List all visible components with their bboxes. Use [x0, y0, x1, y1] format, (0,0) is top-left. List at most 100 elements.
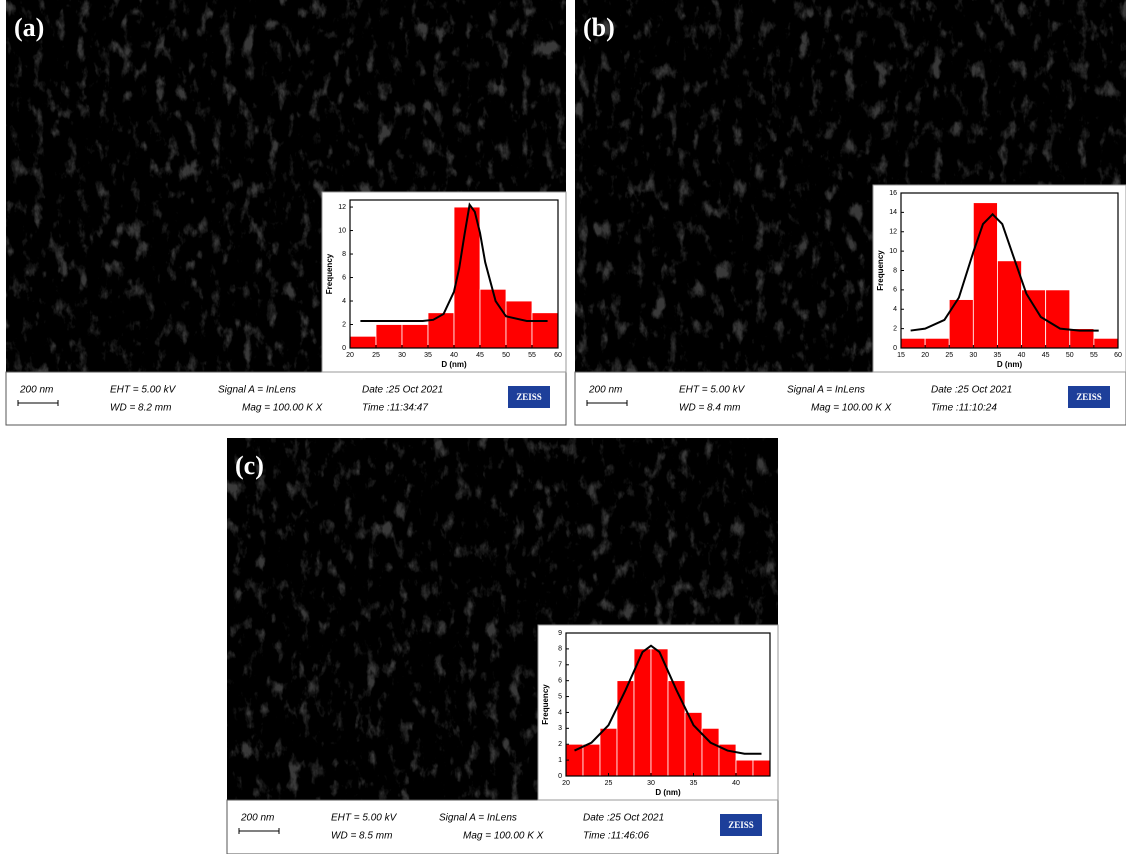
histogram-bar: [634, 649, 651, 776]
info-date: Date :25 Oct 2021: [583, 813, 664, 824]
histogram-bar: [617, 681, 634, 776]
scale-text: 200 nm: [19, 385, 53, 396]
histogram-bar: [973, 203, 997, 348]
y-axis-label: Frequency: [876, 250, 885, 291]
histogram-bar: [997, 261, 1021, 348]
x-tick-label: 40: [1018, 352, 1026, 359]
y-tick-label: 7: [558, 662, 562, 669]
y-tick-label: 6: [893, 287, 897, 294]
x-axis-label: D (nm): [441, 360, 467, 369]
info-time: Time :11:46:06: [583, 831, 649, 842]
y-tick-label: 8: [558, 646, 562, 653]
logo: ZEISS: [516, 392, 542, 402]
y-tick-label: 10: [338, 227, 346, 234]
x-tick-label: 35: [424, 352, 432, 359]
histogram-bar: [719, 744, 736, 776]
x-tick-label: 30: [969, 352, 977, 359]
x-tick-label: 55: [528, 352, 536, 359]
histogram-bar: [1046, 290, 1070, 348]
histogram-bar: [685, 712, 702, 776]
y-tick-label: 3: [558, 725, 562, 732]
info-time: Time :11:34:47: [362, 403, 428, 414]
panel-label: (b): [583, 13, 615, 42]
histogram-bar: [736, 760, 753, 776]
x-tick-label: 40: [450, 352, 458, 359]
histogram-bar: [925, 338, 949, 348]
info-time: Time :11:10:24: [931, 403, 997, 414]
info-signal: Signal A = InLens: [439, 813, 517, 824]
x-axis-label: D (nm): [655, 788, 681, 797]
histogram-bar: [376, 325, 402, 348]
x-tick-label: 25: [605, 780, 613, 787]
x-tick-label: 45: [476, 352, 484, 359]
info-mag: Mag = 100.00 K X: [463, 831, 544, 842]
info-bar: [6, 372, 566, 425]
histogram-bar: [402, 325, 428, 348]
y-tick-label: 4: [558, 709, 562, 716]
info-eht: EHT = 5.00 kV: [110, 385, 177, 396]
info-wd: WD = 8.2 mm: [110, 403, 171, 414]
logo: ZEISS: [728, 820, 754, 830]
histogram-bar: [350, 336, 376, 348]
y-tick-label: 16: [889, 190, 897, 197]
histogram-bar: [753, 760, 770, 776]
x-tick-label: 20: [346, 352, 354, 359]
y-tick-label: 0: [558, 773, 562, 780]
figure: (a) 200 nm EHT = 5.00 kV WD = 8.2 mm Signal …: [0, 0, 1126, 854]
info-date: Date :25 Oct 2021: [931, 385, 1012, 396]
y-tick-label: 12: [889, 229, 897, 236]
x-tick-label: 55: [1090, 352, 1098, 359]
y-tick-label: 9: [558, 630, 562, 637]
histogram-bar: [1022, 290, 1046, 348]
x-tick-label: 40: [732, 780, 740, 787]
y-axis-label: Frequency: [541, 684, 550, 725]
info-wd: WD = 8.4 mm: [679, 403, 740, 414]
x-tick-label: 25: [945, 352, 953, 359]
x-tick-label: 60: [1114, 352, 1122, 359]
histogram-bar: [532, 313, 558, 348]
y-tick-label: 0: [893, 345, 897, 352]
x-tick-label: 60: [554, 352, 562, 359]
y-tick-label: 2: [342, 321, 346, 328]
y-axis-label: Frequency: [325, 253, 334, 294]
panel-label: (c): [235, 451, 264, 480]
info-signal: Signal A = InLens: [787, 385, 865, 396]
histogram-bar: [600, 728, 617, 776]
y-tick-label: 6: [342, 274, 346, 281]
histogram-bar: [1094, 338, 1118, 348]
x-tick-label: 45: [1042, 352, 1050, 359]
y-tick-label: 0: [342, 345, 346, 352]
y-tick-label: 8: [893, 267, 897, 274]
x-tick-label: 35: [994, 352, 1002, 359]
info-mag: Mag = 100.00 K X: [242, 403, 323, 414]
info-bar: [575, 372, 1126, 425]
y-tick-label: 8: [342, 251, 346, 258]
panel-label: (a): [14, 13, 44, 42]
info-date: Date :25 Oct 2021: [362, 385, 443, 396]
info-mag: Mag = 100.00 K X: [811, 403, 892, 414]
x-tick-label: 20: [921, 352, 929, 359]
info-wd: WD = 8.5 mm: [331, 831, 392, 842]
y-tick-label: 10: [889, 248, 897, 255]
logo: ZEISS: [1076, 392, 1102, 402]
scale-text: 200 nm: [240, 813, 274, 824]
info-signal: Signal A = InLens: [218, 385, 296, 396]
histogram-bar: [428, 313, 454, 348]
histogram-bar: [668, 681, 685, 776]
info-eht: EHT = 5.00 kV: [679, 385, 746, 396]
x-tick-label: 15: [897, 352, 905, 359]
info-bar: [227, 800, 778, 854]
x-tick-label: 20: [562, 780, 570, 787]
y-tick-label: 5: [558, 693, 562, 700]
histogram-bar: [480, 289, 506, 348]
y-tick-label: 14: [889, 209, 897, 216]
info-eht: EHT = 5.00 kV: [331, 813, 398, 824]
x-tick-label: 25: [372, 352, 380, 359]
histogram-bar: [901, 338, 925, 348]
x-axis-label: D (nm): [997, 360, 1023, 369]
y-tick-label: 2: [893, 325, 897, 332]
x-tick-label: 30: [647, 780, 655, 787]
x-tick-label: 50: [502, 352, 510, 359]
y-tick-label: 2: [558, 741, 562, 748]
x-tick-label: 30: [398, 352, 406, 359]
